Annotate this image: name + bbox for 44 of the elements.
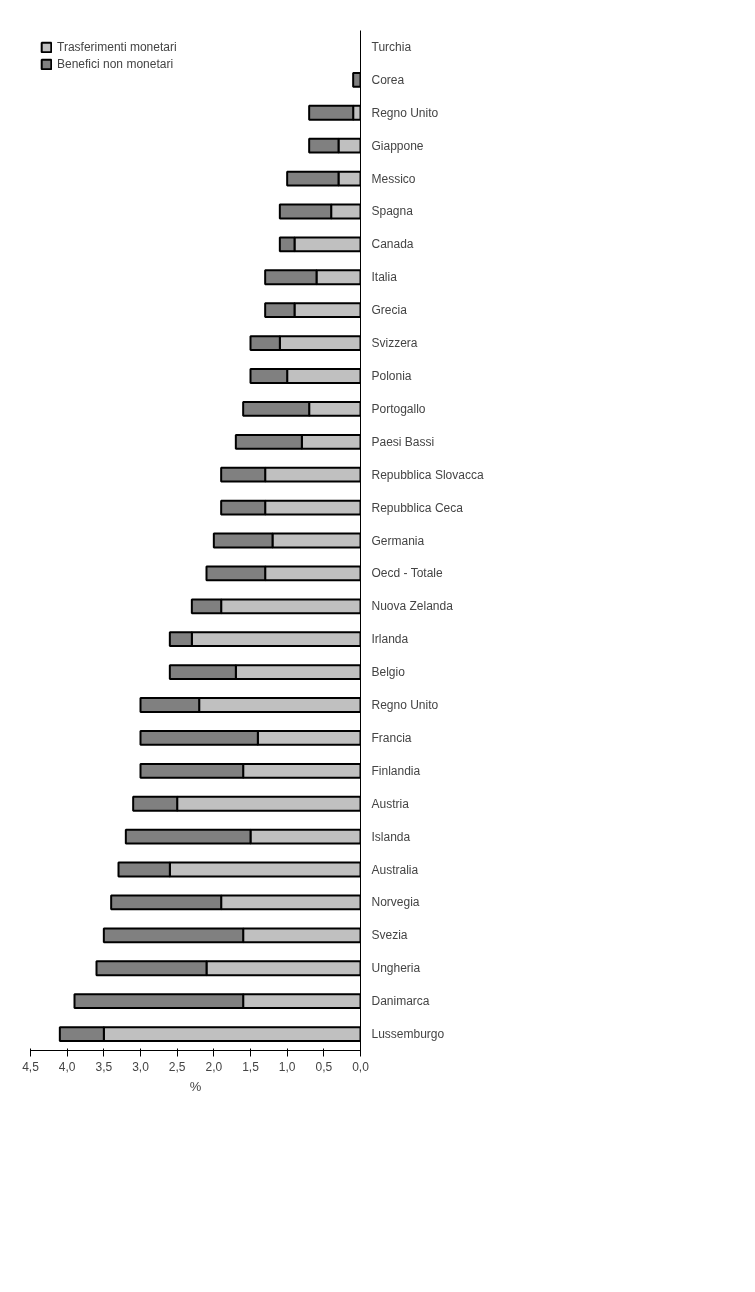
x-axis-title: % [189, 1078, 202, 1094]
x-tick-label: 2,0 [205, 1059, 223, 1074]
y-tick-label: Austria [371, 796, 410, 811]
y-tick-label: Italia [371, 270, 398, 285]
y-tick-label: Francia [371, 730, 412, 745]
y-tick-label: Grecia [371, 303, 408, 318]
y-tick-label: Messico [371, 171, 416, 186]
y-tick-label: Danimarca [371, 994, 430, 1009]
y-tick-label: Nuova Zelanda [371, 599, 454, 614]
y-tick-label: Norvegia [371, 895, 420, 910]
y-tick-label: Svezia [371, 928, 408, 943]
y-tick-label: Finlandia [371, 763, 421, 778]
y-tick-label: Australia [371, 862, 419, 877]
legend-label: Trasferimenti monetari [57, 40, 177, 54]
y-tick-label: Corea [371, 72, 405, 87]
x-tick-label: 4,0 [58, 1059, 76, 1074]
x-tick-label: 3,0 [132, 1059, 150, 1074]
y-tick-label: Belgio [371, 665, 406, 680]
y-tick-label: Lussemburgo [371, 1027, 445, 1042]
x-tick-label: 0,0 [352, 1059, 370, 1074]
legend-label: Benefici non monetari [57, 57, 174, 71]
y-tick-label: Turchia [371, 39, 412, 54]
x-tick-label: 2,5 [168, 1059, 186, 1074]
y-tick-label: Polonia [371, 368, 412, 383]
y-tick-label: Repubblica Slovacca [371, 467, 484, 482]
y-tick-label: Ungheria [371, 961, 421, 976]
y-tick-label: Regno Unito [371, 698, 439, 713]
y-tick-label: Paesi Bassi [371, 434, 435, 449]
y-tick-label: Canada [371, 237, 414, 252]
y-tick-label: Spagna [371, 204, 414, 219]
x-tick-label: 0,5 [315, 1059, 333, 1074]
y-tick-label: Regno Unito [371, 105, 439, 120]
x-tick-label: 3,5 [95, 1059, 113, 1074]
x-tick-label: 1,0 [278, 1059, 296, 1074]
y-tick-label: Oecd - Totale [371, 566, 443, 581]
y-tick-label: Repubblica Ceca [371, 500, 464, 515]
y-tick-label: Giappone [371, 138, 424, 153]
y-tick-label: Germania [371, 533, 425, 548]
x-tick-label: 4,5 [22, 1059, 40, 1074]
y-tick-label: Islanda [371, 829, 411, 844]
y-tick-label: Svizzera [371, 336, 418, 351]
x-tick-label: 1,5 [242, 1059, 260, 1074]
y-tick-label: Portogallo [371, 401, 426, 416]
y-tick-label: Irlanda [371, 632, 409, 647]
